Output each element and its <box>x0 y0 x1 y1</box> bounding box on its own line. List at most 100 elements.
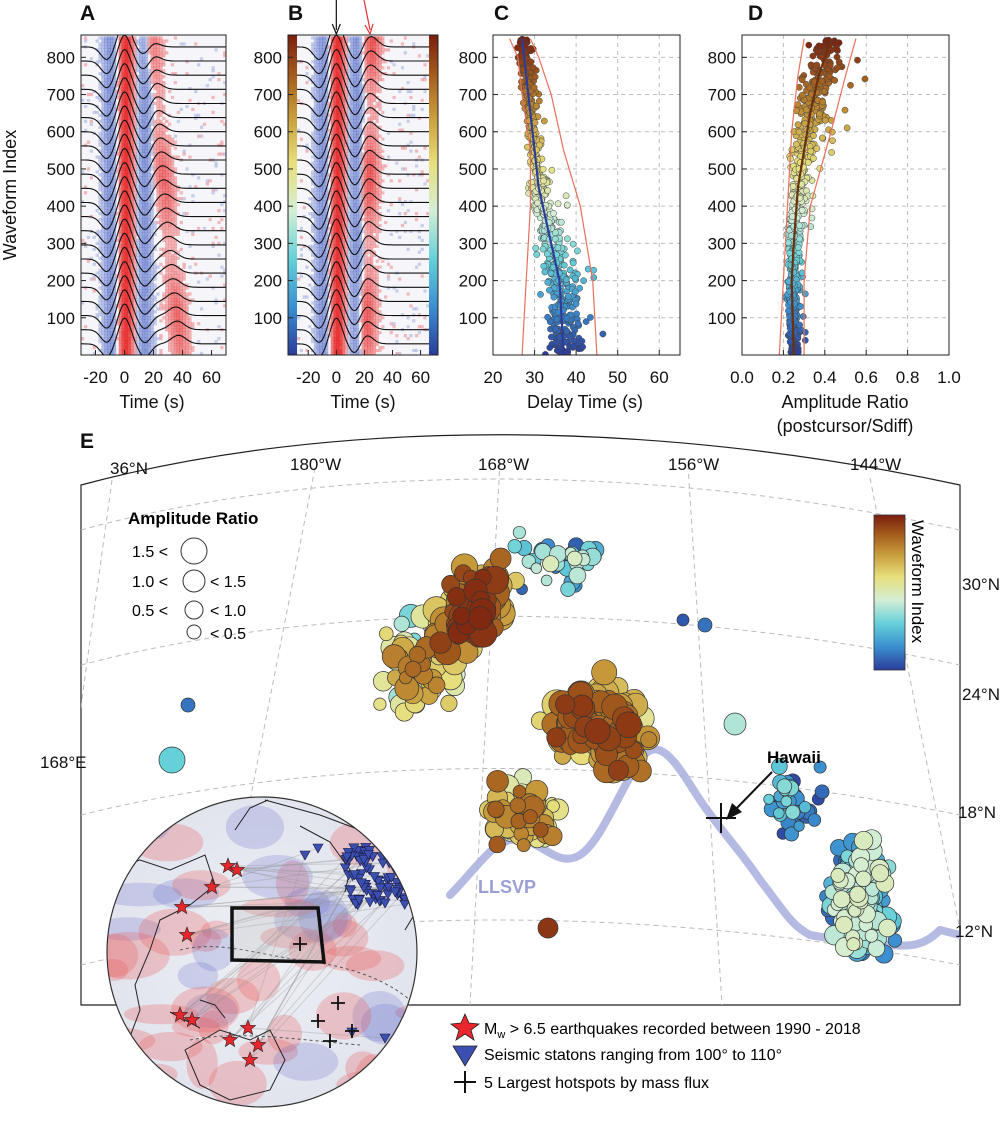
heat-cell <box>325 191 329 195</box>
heat-cell <box>311 268 315 272</box>
heat-cell <box>325 223 329 228</box>
heat-cell <box>153 286 157 290</box>
heat-cell <box>347 167 351 171</box>
heat-cell <box>107 253 111 257</box>
heat-cell <box>168 295 172 299</box>
heat-cell <box>316 345 320 350</box>
heat-cell <box>133 274 137 278</box>
heat-cell <box>104 182 108 186</box>
heat-cell <box>98 328 102 332</box>
heat-cell <box>139 173 143 177</box>
heat-cell <box>150 167 154 171</box>
heat-cell <box>341 223 346 228</box>
heat-cell <box>141 217 146 222</box>
heat-cell <box>344 188 348 192</box>
heat-cell <box>319 137 323 141</box>
heat-cell <box>330 191 334 195</box>
heat-cell <box>133 200 137 204</box>
heat-cell <box>330 316 334 320</box>
heat-cell <box>141 348 146 353</box>
heat-cell <box>355 310 360 314</box>
heat-cell <box>364 188 368 192</box>
heat-cell <box>107 36 111 40</box>
heat-cell <box>339 164 343 168</box>
heat-cell <box>330 247 334 251</box>
heat-cell <box>112 310 117 314</box>
heat-cell <box>141 328 146 332</box>
heat-cell <box>92 351 96 355</box>
heat-cell <box>350 188 354 192</box>
heat-cell <box>159 146 163 150</box>
heat-cell <box>325 131 329 135</box>
heat-cell <box>112 259 117 263</box>
heat-cell <box>375 229 379 234</box>
heat-cell <box>127 232 131 237</box>
heat-cell <box>176 268 180 272</box>
heat-cell <box>133 206 137 210</box>
heat-cell <box>313 348 318 353</box>
heat-cell <box>355 316 360 320</box>
heat-cell <box>313 149 318 153</box>
heat-cell <box>350 226 354 231</box>
heat-cell <box>101 51 105 55</box>
heat-cell <box>133 39 137 43</box>
heat-cell <box>121 244 125 248</box>
heat-cell <box>130 101 134 106</box>
heat-cell <box>333 265 337 269</box>
heat-cell <box>130 206 134 210</box>
heat-cell <box>350 345 354 350</box>
heat-cell <box>121 149 125 153</box>
heat-cell <box>141 84 146 88</box>
heat-cell <box>370 277 374 281</box>
heat-cell <box>325 104 329 109</box>
heat-cell <box>316 143 320 147</box>
heat-cell <box>141 81 146 85</box>
heat-cell <box>316 197 320 201</box>
heat-cell <box>150 188 154 192</box>
heat-cell <box>121 173 125 177</box>
heat-cell <box>364 209 368 213</box>
y-tick-label: 700 <box>47 86 75 105</box>
heat-cell <box>353 185 357 189</box>
heat-cell <box>162 304 166 308</box>
heat-cell <box>350 313 354 317</box>
heat-cell <box>417 235 421 240</box>
heat-cell <box>313 244 318 248</box>
heat-cell <box>333 307 337 311</box>
heat-cell <box>144 185 149 189</box>
heat-cell <box>361 289 365 293</box>
heat-cell <box>367 331 371 335</box>
heat-cell <box>104 86 108 91</box>
heat-cell <box>333 140 337 144</box>
heat-cell <box>313 158 318 162</box>
heat-cell <box>319 149 323 153</box>
heat-cell <box>322 217 326 222</box>
heat-cell <box>124 307 128 311</box>
heat-cell <box>191 322 195 326</box>
heat-cell <box>316 155 320 159</box>
heat-cell <box>297 337 301 341</box>
heat-cell <box>336 334 340 338</box>
heat-cell <box>350 149 354 153</box>
heat-cell <box>130 125 134 129</box>
heat-cell <box>370 185 374 189</box>
heat-cell <box>153 182 157 186</box>
heat-cell <box>121 200 125 204</box>
heat-cell <box>375 176 379 180</box>
heat-cell <box>112 319 117 323</box>
heat-cell <box>367 265 371 269</box>
heat-cell <box>370 116 374 120</box>
heat-cell <box>118 298 122 302</box>
heat-cell <box>188 244 192 248</box>
heat-cell <box>133 191 137 195</box>
heat-cell <box>191 194 195 198</box>
heat-cell <box>118 259 122 263</box>
heat-cell <box>124 191 128 195</box>
heat-cell <box>170 345 175 350</box>
heat-cell <box>367 342 371 347</box>
heat-cell <box>133 167 137 171</box>
heat-cell <box>355 337 360 341</box>
heat-cell <box>173 342 178 347</box>
heat-cell <box>144 351 149 355</box>
heat-cell <box>159 220 163 225</box>
